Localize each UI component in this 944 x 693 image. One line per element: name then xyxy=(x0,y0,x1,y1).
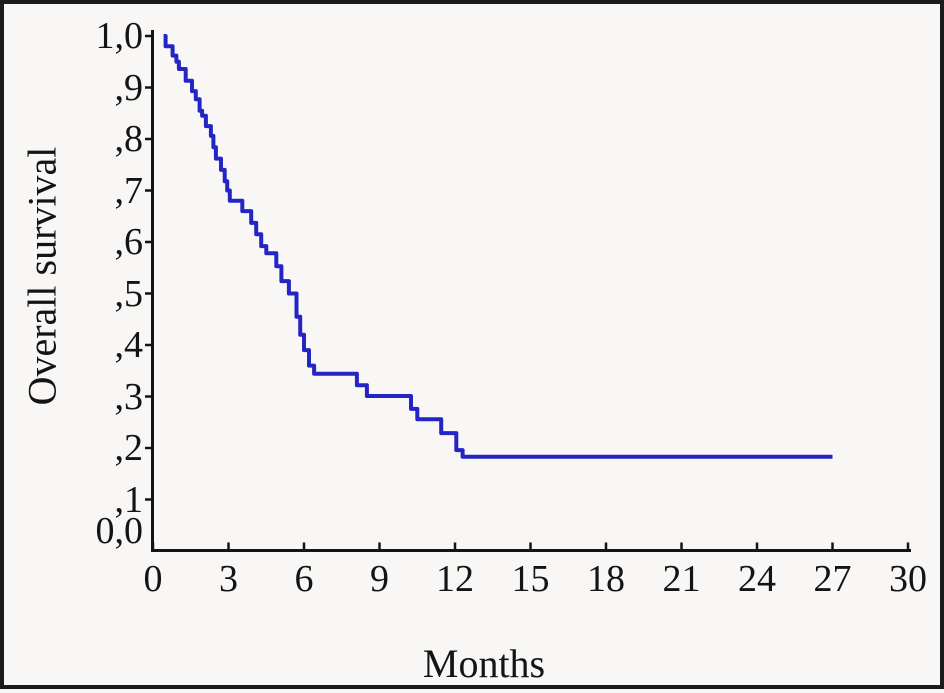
x-tick-marks xyxy=(151,542,910,550)
x-tick-label: 30 xyxy=(889,558,927,600)
x-tick-label: 0 xyxy=(143,558,163,600)
y-tick-label: ,4 xyxy=(114,324,144,366)
x-tick-label: 18 xyxy=(587,558,625,600)
y-tick-label: ,3 xyxy=(114,375,144,418)
y-tick-label: ,7 xyxy=(114,169,144,212)
x-axis-title: Months xyxy=(422,641,546,686)
x-tick-label: 27 xyxy=(813,558,852,600)
x-tick-label: 3 xyxy=(219,558,238,600)
y-tick-label: ,6 xyxy=(114,221,144,263)
y-tick-marks xyxy=(145,34,152,501)
x-tick-label: 6 xyxy=(294,558,314,600)
y-tick-label: 1,0 xyxy=(95,15,144,57)
y-tick-label: ,1 xyxy=(114,478,144,521)
y-axis-title: Overall survival xyxy=(19,146,65,406)
plot-area xyxy=(145,30,911,552)
x-tick-label: 9 xyxy=(370,558,389,600)
survival-curve xyxy=(163,34,833,459)
x-tick-label: 12 xyxy=(436,558,474,600)
y-tick-label: ,2 xyxy=(114,427,144,469)
y-tick-label: ,5 xyxy=(114,272,144,315)
y-tick-label: ,8 xyxy=(114,118,144,160)
x-tick-label: 24 xyxy=(738,558,776,600)
x-tick-label: 21 xyxy=(662,558,701,600)
y-tick-label: 0,0 xyxy=(95,510,144,552)
y-tick-label: ,9 xyxy=(114,66,144,109)
x-tick-label: 15 xyxy=(511,558,550,600)
